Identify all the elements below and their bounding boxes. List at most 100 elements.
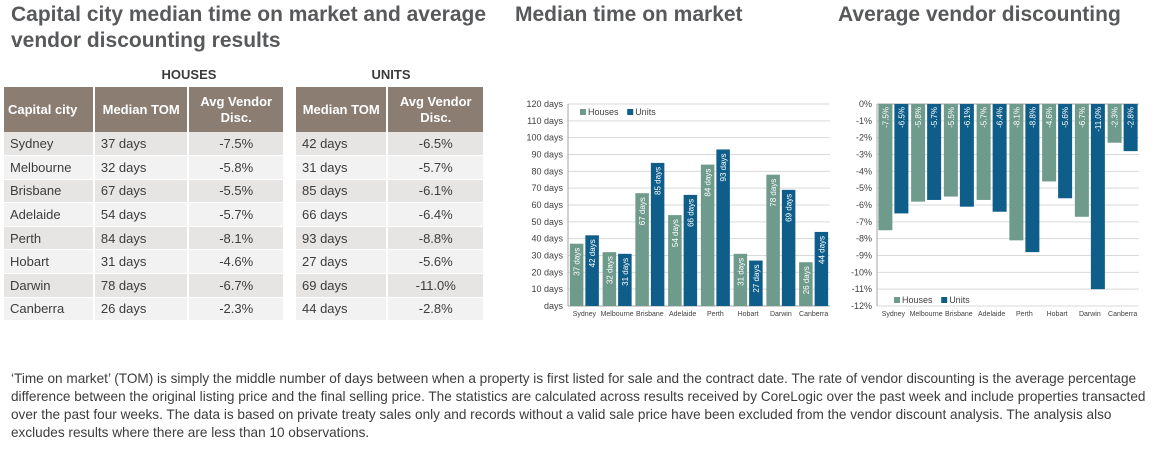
units-tom-cell: 66 days <box>296 202 389 227</box>
city-cell: Sydney <box>4 132 95 157</box>
legend-swatch-units <box>627 109 634 115</box>
houses-disc-cell: -5.7% <box>188 202 285 227</box>
category-label: Melbourne <box>910 311 943 318</box>
y-tick-label: 50 days <box>531 217 563 227</box>
y-tick-label: 100 days <box>526 133 563 143</box>
y-tick-label: -12% <box>851 301 872 311</box>
bar-units <box>683 194 698 306</box>
legend-label-units: Units <box>949 295 970 305</box>
houses-disc-cell: -2.3% <box>188 297 285 322</box>
category-label: Perth <box>707 311 724 318</box>
data-label-units: 42 days <box>588 239 597 267</box>
houses-disc-cell: -5.5% <box>188 179 285 204</box>
units-tom-cell: 85 days <box>296 179 389 204</box>
data-label-units: 31 days <box>621 258 630 286</box>
houses-tom-cell: 26 days <box>93 297 190 322</box>
houses-tom-cell: 32 days <box>93 155 190 180</box>
houses-disc-cell: -8.1% <box>188 226 285 251</box>
data-label-houses: -4.6% <box>1045 107 1054 128</box>
y-tick-label: -5% <box>856 183 872 193</box>
data-label-units: 66 days <box>686 199 695 227</box>
legend-swatch-houses <box>580 109 586 115</box>
data-label-houses: -5.7% <box>980 107 989 128</box>
data-label-units: -6.1% <box>963 107 972 128</box>
data-label-units: 85 days <box>654 167 663 195</box>
units-group-heading: UNITS <box>371 67 411 82</box>
table-row: Adelaide 54 days -5.7% <box>4 202 285 227</box>
bar-units <box>618 253 632 306</box>
bar-units <box>894 104 909 214</box>
bar-units <box>992 104 1007 212</box>
legend-label-houses: Houses <box>588 107 619 117</box>
units-tom-cell: 69 days <box>296 273 389 298</box>
y-tick-label: -7% <box>856 217 872 227</box>
category-label: Perth <box>1016 311 1033 318</box>
table-row: Canberra 26 days -2.3% <box>4 297 285 322</box>
houses-tom-cell: 31 days <box>93 249 190 275</box>
y-tick-label: 90 days <box>531 150 563 160</box>
category-label: Canberra <box>799 311 828 318</box>
table-row: 42 days -6.5% <box>296 132 485 157</box>
y-tick-label: -1% <box>856 116 872 126</box>
bar-units <box>1123 104 1138 152</box>
data-label-units: -5.6% <box>1061 107 1070 128</box>
table-row: Perth 84 days -8.1% <box>4 226 285 251</box>
tom-chart-title: Median time on market <box>515 3 743 26</box>
data-label-units: -2.8% <box>1127 107 1136 128</box>
city-cell: Darwin <box>4 273 95 298</box>
houses-tom-cell: 67 days <box>93 179 190 204</box>
bar-units <box>814 231 829 306</box>
data-label-houses: 54 days <box>671 219 680 247</box>
y-tick-label: -2% <box>856 133 872 143</box>
units-disc-cell: -5.7% <box>387 155 485 180</box>
y-tick-label: 120 days <box>526 99 563 109</box>
category-label: Sydney <box>573 311 597 318</box>
table-row: Darwin 78 days -6.7% <box>4 273 285 298</box>
houses-disc-cell: -5.8% <box>188 155 285 180</box>
units-tom-cell: 93 days <box>296 226 389 251</box>
page-title: Capital city median time on market and a… <box>11 3 487 52</box>
bar-houses <box>1107 104 1122 143</box>
discount-chart-title: Average vendor discounting <box>838 3 1121 26</box>
bar-units <box>959 104 974 207</box>
data-label-units: -6.5% <box>897 107 906 128</box>
houses-tom-cell: 37 days <box>93 132 190 157</box>
data-label-houses: -8.1% <box>1012 107 1021 128</box>
bar-units <box>749 260 763 306</box>
city-cell: Perth <box>4 226 95 251</box>
houses-disc-cell: -6.7% <box>188 273 285 298</box>
bar-units <box>781 189 796 306</box>
units-disc-cell: -6.5% <box>387 132 485 157</box>
data-label-houses: 31 days <box>736 258 745 286</box>
data-label-units: 69 days <box>785 194 794 222</box>
y-tick-label: 20 days <box>531 267 563 277</box>
header-houses-avg-vendor-disc: Avg Vendor Disc. <box>188 87 285 132</box>
category-label: Melbourne <box>601 311 634 318</box>
y-tick-label: -9% <box>856 251 872 261</box>
bar-houses <box>1009 104 1024 241</box>
houses-disc-cell: -4.6% <box>188 249 285 275</box>
y-tick-label: 30 days <box>531 251 563 261</box>
data-label-units: 27 days <box>752 265 761 293</box>
bar-houses <box>635 193 649 306</box>
units-tom-cell: 27 days <box>296 249 389 275</box>
header-capital-city: Capital city <box>4 87 95 132</box>
y-tick-label: 70 days <box>531 183 563 193</box>
bar-units <box>716 149 730 306</box>
y-tick-label: days <box>544 301 564 311</box>
category-label: Darwin <box>770 311 792 318</box>
y-tick-label: -4% <box>856 166 872 176</box>
city-cell: Canberra <box>4 297 95 322</box>
tom-bar-chart: days 10 days 20 days 30 days 40 days 50 days 6… <box>526 99 830 318</box>
table-row: 66 days -6.4% <box>296 202 485 227</box>
data-label-houses: -6.7% <box>1078 107 1087 128</box>
bar-houses <box>976 104 991 200</box>
y-tick-label: -11% <box>852 284 872 294</box>
y-tick-label: 40 days <box>531 234 563 244</box>
data-label-houses: -5.5% <box>947 107 956 128</box>
data-label-houses: 78 days <box>769 179 778 207</box>
houses-tom-cell: 84 days <box>93 226 190 251</box>
bar-houses <box>569 243 584 306</box>
data-label-houses: -5.8% <box>914 107 923 128</box>
category-label: Hobart <box>738 311 759 318</box>
